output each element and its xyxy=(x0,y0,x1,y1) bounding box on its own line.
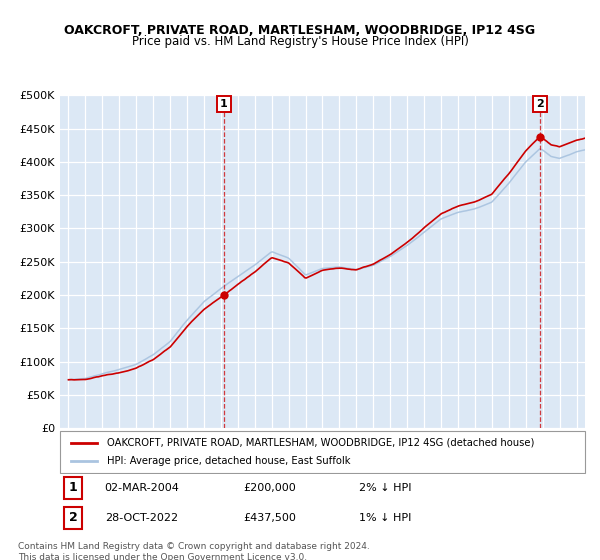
Text: 28-OCT-2022: 28-OCT-2022 xyxy=(104,513,178,523)
Text: 02-MAR-2004: 02-MAR-2004 xyxy=(104,483,179,493)
Text: Price paid vs. HM Land Registry's House Price Index (HPI): Price paid vs. HM Land Registry's House … xyxy=(131,35,469,48)
Text: OAKCROFT, PRIVATE ROAD, MARTLESHAM, WOODBRIDGE, IP12 4SG: OAKCROFT, PRIVATE ROAD, MARTLESHAM, WOOD… xyxy=(64,24,536,36)
FancyBboxPatch shape xyxy=(60,431,585,473)
Text: 2: 2 xyxy=(536,99,544,109)
Text: HPI: Average price, detached house, East Suffolk: HPI: Average price, detached house, East… xyxy=(107,456,351,466)
Text: £437,500: £437,500 xyxy=(244,513,296,523)
Text: 1: 1 xyxy=(69,481,77,494)
Text: 2% ↓ HPI: 2% ↓ HPI xyxy=(359,483,412,493)
Text: £200,000: £200,000 xyxy=(244,483,296,493)
Text: Contains HM Land Registry data © Crown copyright and database right 2024.
This d: Contains HM Land Registry data © Crown c… xyxy=(18,543,370,560)
Text: 1% ↓ HPI: 1% ↓ HPI xyxy=(359,513,412,523)
Text: 1: 1 xyxy=(220,99,227,109)
FancyBboxPatch shape xyxy=(60,474,585,535)
Text: 2: 2 xyxy=(69,511,77,524)
Text: OAKCROFT, PRIVATE ROAD, MARTLESHAM, WOODBRIDGE, IP12 4SG (detached house): OAKCROFT, PRIVATE ROAD, MARTLESHAM, WOOD… xyxy=(107,438,535,448)
